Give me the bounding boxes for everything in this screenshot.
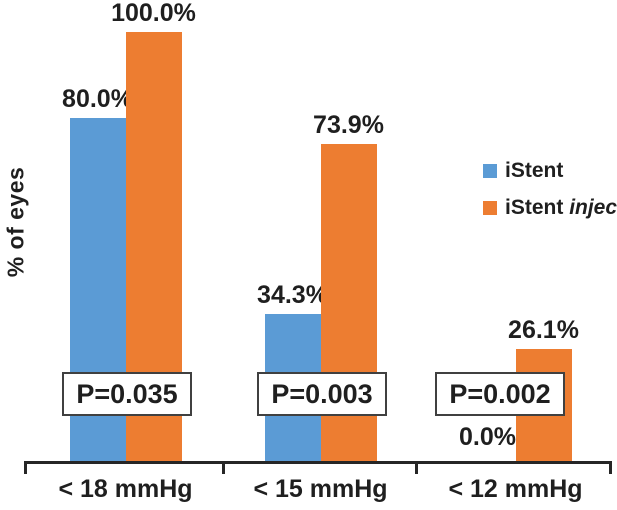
category-label-18-mmhg: < 18 mmHg: [58, 475, 193, 503]
x-axis-tick-2: [415, 461, 418, 474]
category-label-12-mmhg: < 12 mmHg: [448, 475, 583, 503]
legend-label-istent: iStent: [505, 159, 564, 182]
p-value-box-18-mmhg: P=0.035: [62, 372, 192, 416]
x-axis-tick-3: [609, 461, 612, 474]
x-axis-tick-1: [222, 461, 225, 474]
category-label-15-mmhg: < 15 mmHg: [253, 475, 388, 503]
value-label-istent-inject-18-mmhg: 100.0%: [111, 0, 196, 27]
value-label-istent-18-mmhg: 80.0%: [62, 85, 133, 113]
value-label-istent-12-mmhg: 0.0%: [459, 423, 516, 451]
value-label-istent-inject-15-mmhg: 73.9%: [313, 111, 384, 139]
value-label-istent-15-mmhg: 34.3%: [257, 281, 328, 309]
legend-label-italic-istent-inject: inject: [569, 196, 617, 219]
x-axis-line: [25, 461, 612, 464]
p-value-box-12-mmhg: P=0.002: [435, 372, 565, 416]
legend-swatch-istent: [483, 163, 497, 178]
value-label-istent-inject-12-mmhg: 26.1%: [508, 316, 579, 344]
legend-item-istent-inject: iStent inject: [483, 197, 617, 218]
legend-swatch-istent-inject: [483, 200, 497, 215]
x-axis-tick-0: [24, 461, 27, 474]
legend-item-istent: iStent: [483, 160, 563, 181]
legend-label-istent-inject: iStent inject: [505, 197, 617, 218]
p-value-box-15-mmhg: P=0.003: [257, 372, 387, 416]
